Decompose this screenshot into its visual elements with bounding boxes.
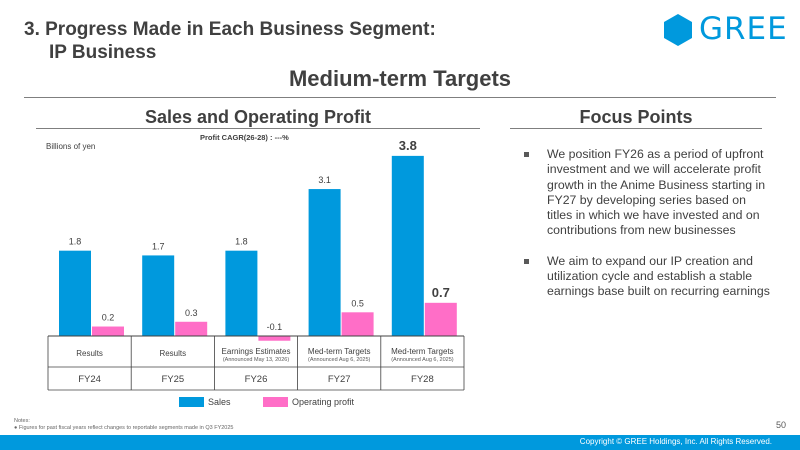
notes-item: ● Figures for past fiscal years reflect … <box>14 425 234 431</box>
section-title: 3. Progress Made in Each Business Segmen… <box>24 18 436 64</box>
profit-value-label: 0.3 <box>185 308 198 318</box>
cagr-label: Profit CAGR(26-28) : ---% <box>200 133 289 142</box>
profit-value-label: 0.5 <box>351 298 364 308</box>
title-divider <box>24 97 776 98</box>
page-number: 50 <box>776 420 787 430</box>
fiscal-year-label: FY24 <box>78 374 101 385</box>
notes-heading: Notes: <box>14 418 30 424</box>
fiscal-year-label: FY27 <box>328 374 351 385</box>
fiscal-year-label: FY26 <box>245 374 268 385</box>
profit-bar <box>341 312 374 336</box>
fiscal-year-label: FY25 <box>161 374 184 385</box>
category-sublabel: (Announced May 13, 2026) <box>223 357 290 363</box>
sales-bar <box>308 189 341 336</box>
legend-profit-swatch <box>263 397 288 407</box>
copyright-text: Copyright © GREE Holdings, Inc. All Righ… <box>579 437 772 446</box>
unit-label: Billions of yen <box>46 142 96 151</box>
focus-points-title: Focus Points <box>579 107 693 127</box>
logo-text: GREE <box>699 11 788 47</box>
main-title: Medium-term Targets <box>288 66 512 91</box>
profit-bar <box>258 336 291 341</box>
bullet-square-icon <box>524 152 529 157</box>
sales-bar <box>391 155 424 336</box>
category-label: Results <box>159 349 186 358</box>
focus-point-text: We position FY26 as a period of upfront … <box>547 147 766 238</box>
legend-profit-label: Operating profit <box>292 397 355 407</box>
sales-value-label: 3.1 <box>318 175 331 185</box>
profit-bar <box>92 326 124 336</box>
chart-panel-title: Sales and Operating Profit <box>144 107 372 127</box>
profit-bar <box>424 302 457 336</box>
sales-value-label: 1.8 <box>235 237 248 247</box>
section-title-line2: IP Business <box>49 42 157 63</box>
gree-logo: GREE <box>661 11 787 47</box>
profit-bar <box>175 321 208 336</box>
category-sublabel: (Announced Aug 6, 2025) <box>308 357 371 363</box>
category-label: Med-term Targets <box>391 347 454 356</box>
category-label: Earnings Estimates <box>222 347 291 356</box>
chart-panel-divider <box>36 128 480 129</box>
profit-value-label: 0.7 <box>432 285 450 300</box>
sales-bar <box>59 250 91 336</box>
legend-sales-label: Sales <box>208 397 231 407</box>
focus-point-item: We aim to expand our IP creation and uti… <box>520 254 770 300</box>
sales-value-label: 3.8 <box>399 138 417 153</box>
focus-points-list: We position FY26 as a period of upfront … <box>520 147 770 315</box>
sales-bar <box>225 250 258 336</box>
focus-point-item: We position FY26 as a period of upfront … <box>520 147 770 239</box>
profit-value-label: 0.2 <box>102 313 115 323</box>
hexagon-logo-icon <box>664 14 692 46</box>
sales-bar <box>142 255 175 336</box>
notes: Notes: ● Figures for past fiscal years r… <box>14 418 233 432</box>
footer-bar: Copyright © GREE Holdings, Inc. All Righ… <box>0 435 800 450</box>
category-label: Med-term Targets <box>308 347 371 356</box>
category-sublabel: (Announced Aug 6, 2025) <box>391 357 454 363</box>
category-label: Results <box>76 349 103 358</box>
bullet-square-icon <box>524 258 529 264</box>
sales-value-label: 1.8 <box>69 237 82 247</box>
section-title-line1: 3. Progress Made in Each Business Segmen… <box>24 19 436 40</box>
fiscal-year-label: FY28 <box>411 374 434 385</box>
focus-point-text: We aim to expand our IP creation and uti… <box>547 253 770 299</box>
profit-value-label: -0.1 <box>267 322 283 332</box>
sales-value-label: 1.7 <box>152 241 165 251</box>
legend-sales-swatch <box>179 397 204 407</box>
focus-points-divider <box>510 128 762 129</box>
